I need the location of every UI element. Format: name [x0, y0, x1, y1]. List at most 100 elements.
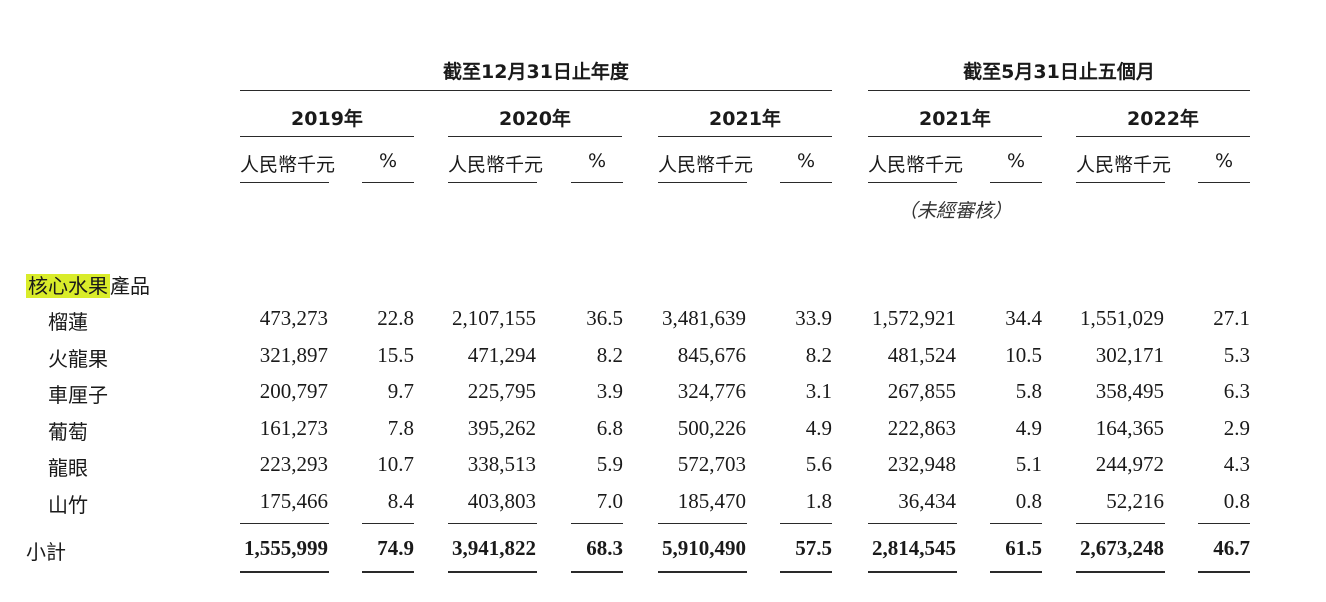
subtotal-percent-cell: 57.5: [795, 536, 832, 560]
year-rule: [240, 136, 414, 137]
percent-cell: 4.9: [805, 416, 832, 440]
amount-cell: 845,676: [677, 343, 746, 367]
amount-cell: 471,294: [467, 343, 536, 367]
subtotal-bottom-rule: [868, 571, 957, 573]
unit-rule: [1076, 182, 1165, 183]
pct-rule: [1198, 182, 1250, 183]
subtotal-top-rule: [362, 523, 414, 524]
year-header-2020: 2020年: [499, 108, 571, 130]
subtotal-bottom-rule: [990, 571, 1042, 573]
pct-label: %: [1214, 150, 1234, 172]
amount-cell: 1,551,029: [1080, 306, 1164, 330]
percent-cell: 4.3: [1223, 452, 1250, 476]
subtotal-amount-cell: 5,910,490: [662, 536, 746, 560]
year-header-2022-5m: 2022年: [1127, 108, 1199, 130]
unaudited-note: （未經審核）: [897, 200, 1012, 222]
amount-cell: 321,897: [259, 343, 328, 367]
percent-cell: 2.9: [1223, 416, 1250, 440]
amount-cell: 225,795: [467, 379, 536, 403]
subtotal-bottom-rule: [1198, 571, 1250, 573]
section-title: 核心水果 產品: [26, 270, 150, 299]
unit-rule: [658, 182, 747, 183]
percent-cell: 3.1: [805, 379, 832, 403]
amount-cell: 403,803: [467, 489, 536, 513]
amount-cell: 223,293: [259, 452, 328, 476]
subtotal-label: 小計: [26, 540, 66, 564]
year-rule: [868, 136, 1042, 137]
section-title-rest: 產品: [110, 274, 150, 298]
subtotal-top-rule: [990, 523, 1042, 524]
group-rule-five-months: [868, 90, 1250, 91]
amount-cell: 324,776: [677, 379, 746, 403]
row-label: 葡萄: [48, 420, 88, 444]
percent-cell: 7.8: [387, 416, 414, 440]
subtotal-amount-cell: 2,673,248: [1080, 536, 1164, 560]
year-rule: [1076, 136, 1250, 137]
row-label: 龍眼: [48, 456, 88, 480]
row-label: 車厘子: [48, 383, 108, 407]
amount-cell: 232,948: [887, 452, 956, 476]
pct-label: %: [1006, 150, 1026, 172]
subtotal-top-rule: [1198, 523, 1250, 524]
subtotal-bottom-rule: [571, 571, 623, 573]
amount-cell: 267,855: [887, 379, 956, 403]
unit-rule: [868, 182, 957, 183]
percent-cell: 36.5: [586, 306, 623, 330]
section-title-highlight: 核心水果: [26, 274, 110, 298]
amount-cell: 164,365: [1095, 416, 1164, 440]
percent-cell: 8.2: [805, 343, 832, 367]
year-rule: [658, 136, 832, 137]
percent-cell: 22.8: [377, 306, 414, 330]
amount-cell: 3,481,639: [662, 306, 746, 330]
percent-cell: 0.8: [1223, 489, 1250, 513]
subtotal-percent-cell: 74.9: [377, 536, 414, 560]
amount-cell: 473,273: [259, 306, 328, 330]
subtotal-bottom-rule: [780, 571, 832, 573]
percent-cell: 34.4: [1005, 306, 1042, 330]
percent-cell: 5.6: [805, 452, 832, 476]
percent-cell: 5.8: [1015, 379, 1042, 403]
row-label: 山竹: [48, 493, 88, 517]
subtotal-top-rule: [1076, 523, 1165, 524]
year-header-2021-5m: 2021年: [919, 108, 991, 130]
amount-cell: 395,262: [467, 416, 536, 440]
percent-cell: 15.5: [377, 343, 414, 367]
unit-label: 人民幣千元: [868, 154, 964, 176]
amount-cell: 338,513: [467, 452, 536, 476]
amount-cell: 200,797: [259, 379, 328, 403]
percent-cell: 5.1: [1015, 452, 1042, 476]
amount-cell: 175,466: [259, 489, 328, 513]
amount-cell: 161,273: [259, 416, 328, 440]
subtotal-bottom-rule: [658, 571, 747, 573]
amount-cell: 481,524: [887, 343, 956, 367]
percent-cell: 27.1: [1213, 306, 1250, 330]
percent-cell: 9.7: [387, 379, 414, 403]
subtotal-percent-cell: 61.5: [1005, 536, 1042, 560]
row-label: 火龍果: [48, 347, 108, 371]
year-rule: [448, 136, 622, 137]
amount-cell: 2,107,155: [452, 306, 536, 330]
unit-label: 人民幣千元: [240, 154, 336, 176]
group-title-five-months: 截至5月31日止五個月: [963, 61, 1155, 83]
amount-cell: 302,171: [1095, 343, 1164, 367]
pct-rule: [571, 182, 623, 183]
percent-cell: 33.9: [795, 306, 832, 330]
amount-cell: 185,470: [677, 489, 746, 513]
amount-cell: 358,495: [1095, 379, 1164, 403]
pct-rule: [362, 182, 414, 183]
amount-cell: 1,572,921: [872, 306, 956, 330]
amount-cell: 572,703: [677, 452, 746, 476]
pct-label: %: [796, 150, 816, 172]
subtotal-top-rule: [448, 523, 537, 524]
percent-cell: 8.2: [596, 343, 623, 367]
subtotal-top-rule: [571, 523, 623, 524]
group-title-full-year: 截至12月31日止年度: [443, 61, 629, 83]
subtotal-top-rule: [780, 523, 832, 524]
percent-cell: 4.9: [1015, 416, 1042, 440]
subtotal-top-rule: [868, 523, 957, 524]
subtotal-bottom-rule: [240, 571, 329, 573]
subtotal-bottom-rule: [362, 571, 414, 573]
percent-cell: 10.5: [1005, 343, 1042, 367]
year-header-2019: 2019年: [291, 108, 363, 130]
subtotal-top-rule: [658, 523, 747, 524]
